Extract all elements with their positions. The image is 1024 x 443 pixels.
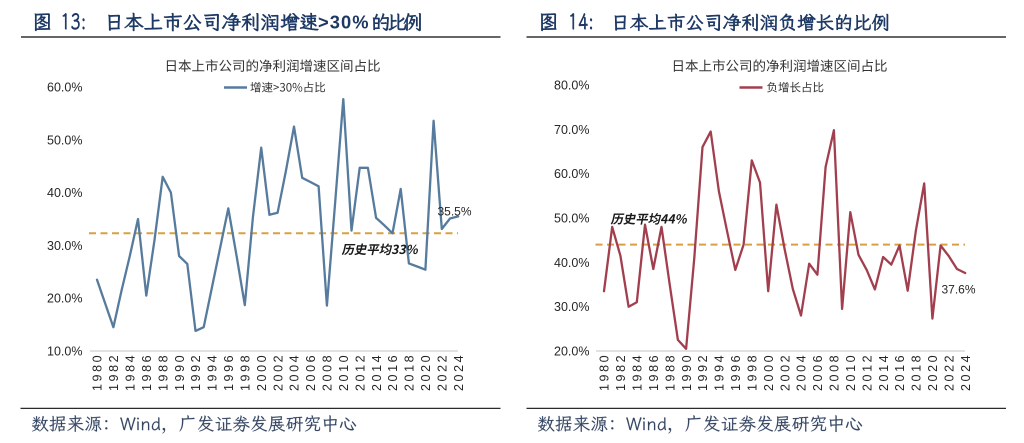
svg-text:60.0%: 60.0% (554, 167, 589, 181)
svg-text:30.0%: 30.0% (47, 239, 82, 253)
svg-text:1988: 1988 (156, 353, 170, 391)
svg-text:2010: 2010 (844, 353, 858, 391)
svg-text:50.0%: 50.0% (554, 212, 589, 226)
svg-text:2006: 2006 (304, 353, 318, 391)
svg-text:2002: 2002 (271, 353, 285, 391)
svg-text:2020: 2020 (926, 353, 940, 391)
svg-text:2000: 2000 (255, 353, 269, 391)
svg-text:1990: 1990 (173, 353, 187, 391)
svg-text:1996: 1996 (729, 353, 743, 391)
svg-text:2016: 2016 (386, 353, 400, 391)
svg-text:1984: 1984 (631, 353, 645, 391)
svg-text:>30%: >30% (318, 12, 370, 33)
svg-text:1992: 1992 (189, 353, 203, 391)
svg-text:1988: 1988 (663, 353, 677, 391)
svg-text:2022: 2022 (943, 353, 957, 391)
svg-text:1984: 1984 (124, 353, 138, 391)
svg-text:20.0%: 20.0% (47, 292, 82, 306)
svg-text:40.0%: 40.0% (554, 256, 589, 270)
svg-text:40.0%: 40.0% (47, 186, 82, 200)
svg-text:1994: 1994 (713, 353, 727, 391)
svg-text:1982: 1982 (614, 353, 628, 391)
svg-text:2020: 2020 (419, 353, 433, 391)
svg-text:20.0%: 20.0% (554, 345, 589, 359)
svg-text:10.0%: 10.0% (47, 345, 82, 359)
svg-text:2008: 2008 (828, 353, 842, 391)
svg-text:2000: 2000 (762, 353, 776, 391)
svg-text:2008: 2008 (321, 353, 335, 391)
svg-text:2018: 2018 (403, 353, 417, 391)
svg-text:60.0%: 60.0% (47, 81, 82, 95)
svg-text:2014: 2014 (877, 353, 891, 391)
svg-text:1986: 1986 (140, 353, 154, 391)
svg-text:2004: 2004 (795, 353, 809, 391)
svg-text:1996: 1996 (222, 353, 236, 391)
svg-text:2012: 2012 (860, 353, 874, 391)
svg-text:2024: 2024 (452, 353, 466, 391)
svg-text:2014: 2014 (370, 353, 384, 391)
svg-text:1986: 1986 (647, 353, 661, 391)
svg-text:2012: 2012 (353, 353, 367, 391)
svg-text:37.6%: 37.6% (942, 283, 976, 297)
svg-text:30.0%: 30.0% (554, 300, 589, 314)
svg-text:1998: 1998 (239, 353, 253, 391)
svg-text:2022: 2022 (436, 353, 450, 391)
svg-text:70.0%: 70.0% (554, 123, 589, 137)
svg-text:50.0%: 50.0% (47, 133, 82, 147)
svg-text:2018: 2018 (910, 353, 924, 391)
svg-text:1990: 1990 (680, 353, 694, 391)
svg-text:35.5%: 35.5% (438, 205, 472, 219)
svg-text:2016: 2016 (893, 353, 907, 391)
svg-text:2006: 2006 (811, 353, 825, 391)
svg-text:2004: 2004 (288, 353, 302, 391)
svg-text:2024: 2024 (959, 353, 973, 391)
svg-text:1992: 1992 (696, 353, 710, 391)
svg-text:80.0%: 80.0% (554, 79, 589, 93)
svg-text:1980: 1980 (598, 353, 612, 391)
svg-text:1998: 1998 (746, 353, 760, 391)
svg-text:2010: 2010 (337, 353, 351, 391)
svg-text:2002: 2002 (778, 353, 792, 391)
svg-text:1982: 1982 (107, 353, 121, 391)
svg-text:1980: 1980 (91, 353, 105, 391)
svg-text:1994: 1994 (206, 353, 220, 391)
